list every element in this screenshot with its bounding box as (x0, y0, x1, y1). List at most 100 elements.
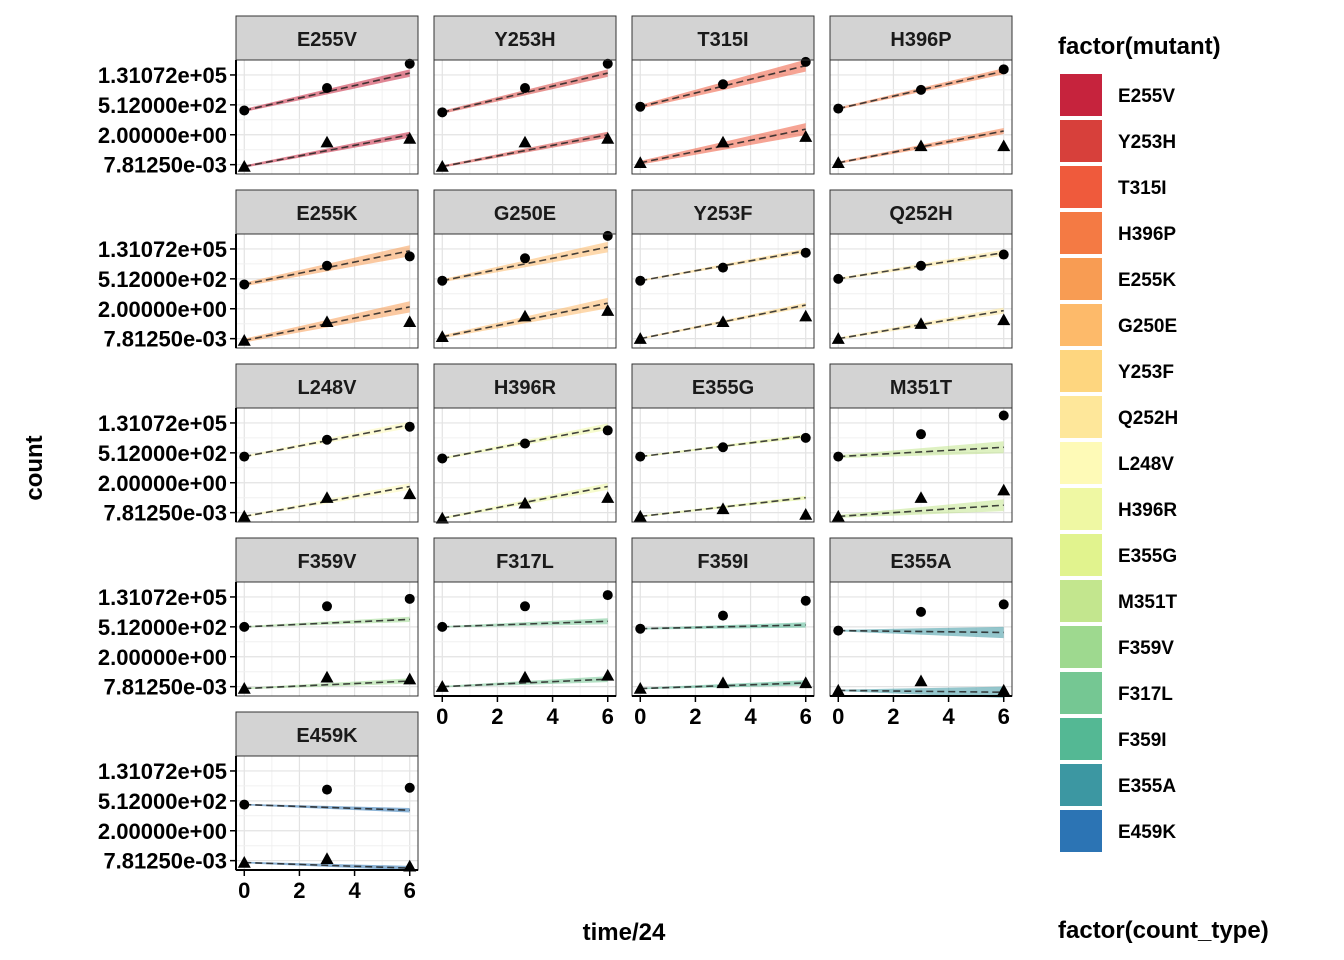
y-tick-label: 7.81250e-03 (103, 849, 227, 874)
confidence-band-circle (838, 626, 1004, 639)
data-point-triangle (716, 315, 730, 328)
legend-key-t315i (1060, 166, 1102, 208)
x-tick-label: 4 (546, 704, 559, 729)
panel-g250e: G250E (433, 189, 617, 349)
data-point-circle (239, 451, 250, 462)
panel-e355g: E355G (631, 363, 815, 523)
data-point-triangle (633, 682, 647, 694)
data-point-circle (404, 58, 415, 69)
strip-label: T315I (697, 29, 748, 51)
data-point-triangle (403, 131, 417, 144)
data-point-triangle (633, 332, 647, 344)
y-tick-label: 2.00000e+00 (98, 297, 227, 322)
fit-line-triangle (640, 128, 806, 164)
confidence-band-circle (838, 441, 1004, 459)
strip-background (433, 189, 617, 235)
legend-label-h396p: H396P (1118, 224, 1176, 245)
legend-label-h396r: H396R (1118, 500, 1177, 521)
data-point-circle (239, 105, 250, 116)
panel-e255v: E255V 1.31072e+05 5.12000e+02 2.00000e+00 7.… (98, 15, 419, 178)
legend-key-f359v (1060, 626, 1102, 668)
y-tick-label: 2.00000e+00 (98, 123, 227, 148)
strip-label: E459K (296, 725, 358, 747)
y-tick-label: 2.00000e+00 (98, 471, 227, 496)
data-point-triangle (716, 502, 730, 515)
legend-label-m351t: M351T (1118, 592, 1178, 613)
data-point-circle (800, 56, 811, 67)
y-tick-label: 1.31072e+05 (98, 237, 227, 262)
panel-border (433, 59, 617, 175)
panel-border (631, 233, 815, 349)
data-point-triangle (914, 674, 928, 687)
x-tick-label: 2 (887, 704, 899, 729)
data-point-circle (437, 107, 448, 118)
confidence-band-circle (244, 616, 410, 628)
x-tick-label: 0 (436, 704, 448, 729)
data-point-triangle (435, 680, 449, 692)
legend: factor(mutant) factor(count_type) E255V Y… (1058, 33, 1269, 944)
confidence-band-circle (442, 618, 608, 628)
fit-line-circle (640, 624, 806, 630)
y-tick-label: 2.00000e+00 (98, 645, 227, 670)
strip-label: G250E (494, 203, 556, 225)
panel-e255k: E255K 1.31072e+05 5.12000e+02 2.00000e+00 7.… (98, 189, 419, 352)
data-point-circle (916, 84, 926, 95)
panel-l248v: L248V 1.31072e+05 5.12000e+02 2.00000e+00 7.… (98, 363, 419, 526)
x-tick-label: 6 (602, 704, 614, 729)
data-point-circle (239, 621, 250, 632)
data-point-triangle (997, 139, 1011, 152)
data-point-triangle (831, 332, 845, 344)
y-tick-label: 7.81250e-03 (103, 675, 227, 700)
fit-line-triangle (244, 133, 410, 168)
data-point-triangle (799, 508, 813, 520)
data-point-triangle (320, 670, 334, 683)
strip-label: E355A (890, 551, 951, 573)
y-tick-label: 5.12000e+02 (98, 789, 227, 814)
data-point-triangle (831, 683, 845, 696)
strip-label: M351T (890, 377, 952, 399)
data-point-triangle (237, 334, 251, 346)
data-point-circle (916, 260, 926, 271)
fit-line-triangle (442, 678, 608, 688)
data-point-triangle (799, 676, 813, 689)
data-point-circle (602, 230, 613, 241)
legend-label-e355a: E355A (1118, 776, 1176, 797)
y-tick-label: 7.81250e-03 (103, 501, 227, 526)
fit-line-circle (244, 250, 410, 286)
y-tick-label: 1.31072e+05 (98, 759, 227, 784)
x-tick-label: 2 (491, 704, 503, 729)
panel-e355a: E355A 0 2 4 6 (829, 537, 1013, 729)
data-point-circle (833, 103, 844, 114)
strip-label: F359V (298, 551, 358, 573)
x-tick-label: 4 (744, 704, 757, 729)
strip-background (433, 363, 617, 409)
fit-line-circle (244, 803, 410, 811)
data-point-circle (322, 434, 332, 445)
data-point-triangle (914, 139, 928, 152)
data-point-triangle (601, 491, 615, 503)
fit-line-circle (442, 620, 608, 628)
y-tick-label: 7.81250e-03 (103, 327, 227, 352)
data-point-circle (635, 451, 646, 462)
y-tick-label: 1.31072e+05 (98, 63, 227, 88)
data-point-circle (998, 410, 1009, 421)
data-point-circle (437, 275, 448, 286)
fit-line-triangle (244, 485, 410, 518)
y-axis-title: count (21, 435, 48, 500)
data-point-triangle (601, 131, 615, 144)
data-point-triangle (997, 483, 1011, 496)
panel-h396p: H396P (829, 15, 1013, 175)
strip-background (235, 15, 419, 61)
legend-label-e255k: E255K (1118, 270, 1176, 291)
data-point-triangle (320, 852, 334, 864)
data-point-triangle (831, 156, 845, 168)
legend-key-m351t (1060, 580, 1102, 622)
data-point-triangle (716, 676, 730, 689)
fit-line-circle (442, 246, 608, 282)
data-point-circle (520, 253, 530, 264)
x-tick-label: 6 (800, 704, 812, 729)
panels-layer: E255V 1.31072e+05 5.12000e+02 2.00000e+00 7.… (98, 15, 1013, 903)
data-point-triangle (320, 315, 334, 328)
data-point-triangle (799, 309, 813, 322)
